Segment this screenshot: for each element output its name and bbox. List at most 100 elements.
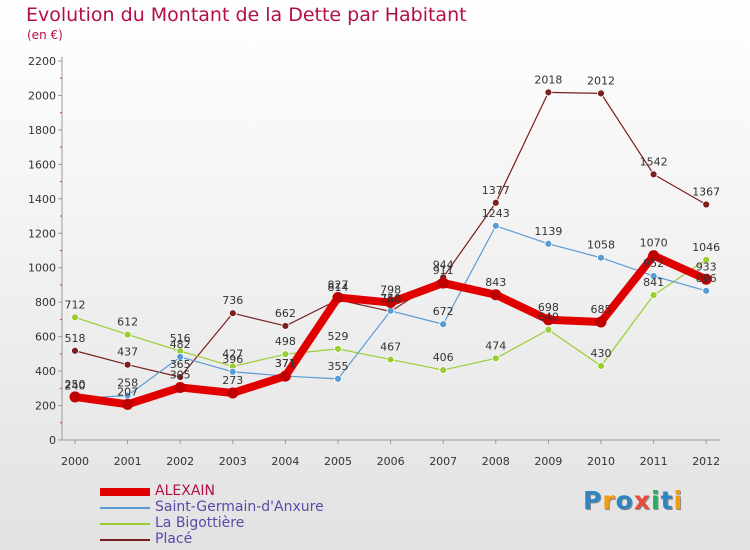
y-tick-label: 0 [49,434,56,447]
series-point-3 [491,198,500,207]
legend-swatch-saint-germain [100,507,150,509]
data-label-0: 207 [117,385,138,398]
x-tick-label: 2011 [640,455,668,468]
series-point-0 [490,289,502,301]
data-label-0: 911 [433,264,454,277]
logo-letter: t [660,486,674,515]
data-label-0: 698 [538,301,559,314]
logo-letter: r [602,486,616,515]
series-point-0 [385,297,397,309]
y-tick-label: 2000 [28,89,56,102]
series-point-3 [71,346,79,355]
series-point-2 [334,344,342,353]
data-label-3: 2012 [587,74,615,87]
data-label-3: 518 [65,332,86,345]
x-tick-label: 2010 [587,455,615,468]
data-label-0: 827 [328,279,349,292]
data-label-1: 371 [275,357,296,370]
data-label-2: 841 [643,276,664,289]
series-point-2 [491,354,500,363]
y-tick-label: 1400 [28,193,56,206]
series-point-2 [123,330,132,339]
series-point-0 [437,277,449,289]
logo-letter: i [651,486,661,515]
data-label-3: 1377 [482,184,510,197]
chart-subtitle: (en €) [27,28,63,42]
data-label-0: 843 [485,276,506,289]
data-label-0: 685 [591,303,612,316]
data-label-1: 396 [222,353,243,366]
chart-title: Evolution du Montant de la Dette par Hab… [26,4,467,26]
data-label-2: 498 [275,335,296,348]
series-point-0 [174,381,186,393]
series-point-2 [702,255,711,264]
proxiti-logo: Proxiti [583,486,683,515]
data-label-0: 273 [222,374,243,387]
series-point-1 [228,367,237,376]
series-point-1 [386,306,395,315]
legend-swatch-la-bigottiere [100,523,150,525]
x-tick-label: 2000 [61,455,89,468]
data-label-2: 474 [485,339,506,352]
legend-item-place: Placé [100,531,380,548]
x-tick-label: 2006 [377,455,405,468]
x-tick-label: 2004 [271,455,299,468]
y-tick-label: 1200 [28,227,56,240]
series-point-0 [279,370,291,382]
data-label-3: 746 [380,292,401,305]
series-point-0 [69,391,81,403]
data-label-1: 1058 [587,239,615,252]
logo-letter: x [633,486,651,515]
data-label-0: 933 [696,260,717,273]
series-point-2 [544,325,553,334]
data-label-2: 430 [591,347,612,360]
data-label-1: 750 [380,292,401,305]
series-point-2 [649,291,658,300]
series-point-2 [281,350,290,359]
series-point-1 [702,286,711,295]
logo-letter: o [615,486,634,515]
data-label-2: 467 [380,341,401,354]
x-tick-label: 2008 [482,455,510,468]
series-point-1 [439,320,448,329]
y-tick-label: 1800 [28,124,56,137]
legend-label-saint-germain: Saint-Germain-d'Anxure [155,499,324,515]
data-label-1: 1139 [534,225,562,238]
series-point-2 [71,313,79,322]
series-point-3 [123,360,132,369]
series-point-0 [648,250,660,262]
x-tick-label: 2007 [429,455,457,468]
x-tick-label: 2009 [534,455,562,468]
data-label-3: 437 [117,346,138,359]
series-point-0 [122,398,134,410]
series-point-1 [649,272,658,280]
data-label-2: 406 [433,351,454,364]
series-point-3 [281,322,290,330]
x-tick-label: 2012 [692,455,720,468]
legend-label-alexain: ALEXAIN [155,483,215,499]
legend-item-saint-germain: Saint-Germain-d'Anxure [100,499,380,516]
x-tick-label: 2001 [114,455,142,468]
series-point-2 [386,355,395,364]
series-point-3 [544,88,553,97]
logo-letter: i [673,486,684,515]
data-label-2: 712 [65,298,86,311]
data-label-1: 240 [65,380,86,393]
series-point-3 [176,373,185,382]
series-point-0 [542,314,554,326]
series-point-0 [332,292,344,304]
series-point-2 [439,366,448,374]
data-label-3: 1367 [692,186,720,199]
legend-label-la-bigottiere: La Bigottière [155,515,245,531]
series-point-2 [597,362,605,370]
x-tick-label: 2002 [166,455,194,468]
y-tick-label: 600 [35,331,56,344]
x-tick-label: 2003 [219,455,247,468]
data-label-1: 1243 [482,207,510,220]
x-tick-label: 2005 [324,455,352,468]
legend: ALEXAIN Saint-Germain-d'Anxure La Bigott… [100,483,380,548]
series-point-0 [595,316,607,328]
series-point-1 [176,353,185,361]
y-tick-label: 1000 [28,262,56,275]
